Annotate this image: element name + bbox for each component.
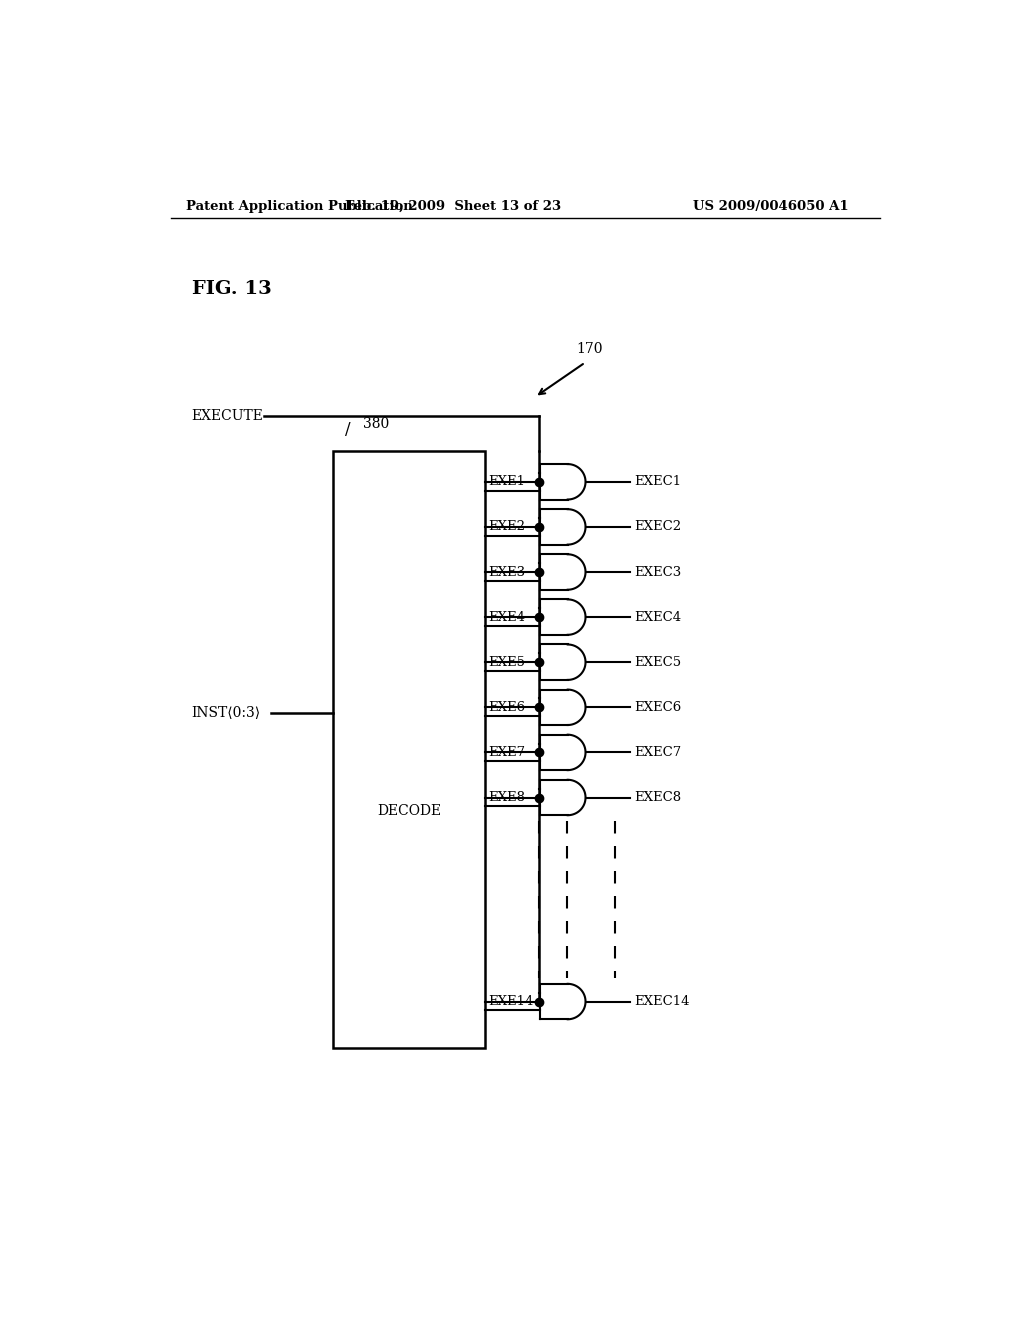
Text: US 2009/0046050 A1: US 2009/0046050 A1 [693,199,849,213]
Text: EXEC1: EXEC1 [634,475,682,488]
Text: EXE3: EXE3 [488,565,525,578]
Text: EXEC6: EXEC6 [634,701,682,714]
Text: 170: 170 [575,342,602,356]
Text: EXE5: EXE5 [488,656,525,669]
Text: EXEC8: EXEC8 [634,791,682,804]
Text: Patent Application Publication: Patent Application Publication [186,199,413,213]
Text: EXEC7: EXEC7 [634,746,682,759]
Text: EXE8: EXE8 [488,791,525,804]
Text: EXEC2: EXEC2 [634,520,682,533]
Text: INST⟨0:3⟩: INST⟨0:3⟩ [191,706,261,719]
Text: FIG. 13: FIG. 13 [191,280,271,298]
Text: EXE6: EXE6 [488,701,525,714]
Text: /: / [344,421,350,438]
Text: EXEC14: EXEC14 [634,995,690,1008]
Text: EXE7: EXE7 [488,746,525,759]
Text: EXE1: EXE1 [488,475,525,488]
Text: 380: 380 [362,417,389,432]
Text: EXEC5: EXEC5 [634,656,682,669]
Text: EXE4: EXE4 [488,611,525,623]
Text: EXEC3: EXEC3 [634,565,682,578]
Text: Feb. 19, 2009  Sheet 13 of 23: Feb. 19, 2009 Sheet 13 of 23 [345,199,561,213]
Text: EXE14: EXE14 [488,995,534,1008]
Text: EXECUTE: EXECUTE [191,409,263,424]
Text: EXE2: EXE2 [488,520,525,533]
Bar [334,451,484,1048]
Text: DECODE: DECODE [377,804,441,818]
Text: EXEC4: EXEC4 [634,611,682,623]
